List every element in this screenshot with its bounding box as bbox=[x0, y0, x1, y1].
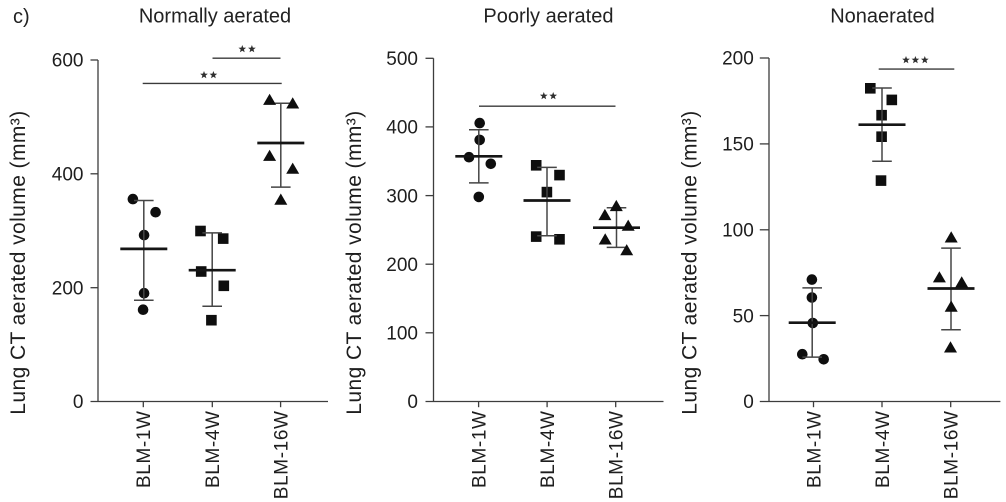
svg-text:Nonaerated: Nonaerated bbox=[830, 6, 935, 28]
svg-text:BLM-4W: BLM-4W bbox=[873, 410, 894, 488]
svg-text:0: 0 bbox=[407, 392, 418, 413]
svg-text:0: 0 bbox=[743, 392, 754, 413]
svg-text:c): c) bbox=[13, 6, 30, 28]
svg-text:300: 300 bbox=[386, 186, 418, 207]
svg-text:Lung CT aerated volume (mm³): Lung CT aerated volume (mm³) bbox=[343, 110, 366, 414]
svg-text:BLM-4W: BLM-4W bbox=[538, 410, 559, 488]
svg-text:0: 0 bbox=[73, 392, 84, 413]
svg-text:BLM-16W: BLM-16W bbox=[942, 410, 963, 499]
svg-text:BLM-1W: BLM-1W bbox=[134, 410, 155, 488]
svg-text:BLM-1W: BLM-1W bbox=[804, 410, 825, 488]
svg-text:100: 100 bbox=[386, 324, 418, 345]
svg-text:400: 400 bbox=[52, 165, 84, 186]
svg-text:Normally aerated: Normally aerated bbox=[139, 6, 291, 28]
svg-text:BLM-16W: BLM-16W bbox=[272, 410, 293, 499]
svg-text:BLM-1W: BLM-1W bbox=[470, 410, 491, 488]
svg-text:200: 200 bbox=[52, 278, 84, 299]
svg-text:BLM-16W: BLM-16W bbox=[607, 410, 628, 499]
svg-text:200: 200 bbox=[386, 255, 418, 276]
svg-text:Poorly aerated: Poorly aerated bbox=[483, 6, 613, 28]
svg-text:150: 150 bbox=[722, 135, 754, 156]
svg-text:100: 100 bbox=[722, 221, 754, 242]
svg-text:BLM-4W: BLM-4W bbox=[203, 410, 224, 488]
svg-text:Lung CT aerated volume (mm³): Lung CT aerated volume (mm³) bbox=[679, 110, 702, 414]
svg-text:50: 50 bbox=[733, 306, 754, 327]
svg-text:500: 500 bbox=[386, 49, 418, 70]
svg-text:200: 200 bbox=[722, 49, 754, 70]
svg-text:600: 600 bbox=[52, 51, 84, 72]
svg-text:400: 400 bbox=[386, 118, 418, 139]
svg-text:Lung CT aerated volume (mm³): Lung CT aerated volume (mm³) bbox=[7, 110, 30, 414]
